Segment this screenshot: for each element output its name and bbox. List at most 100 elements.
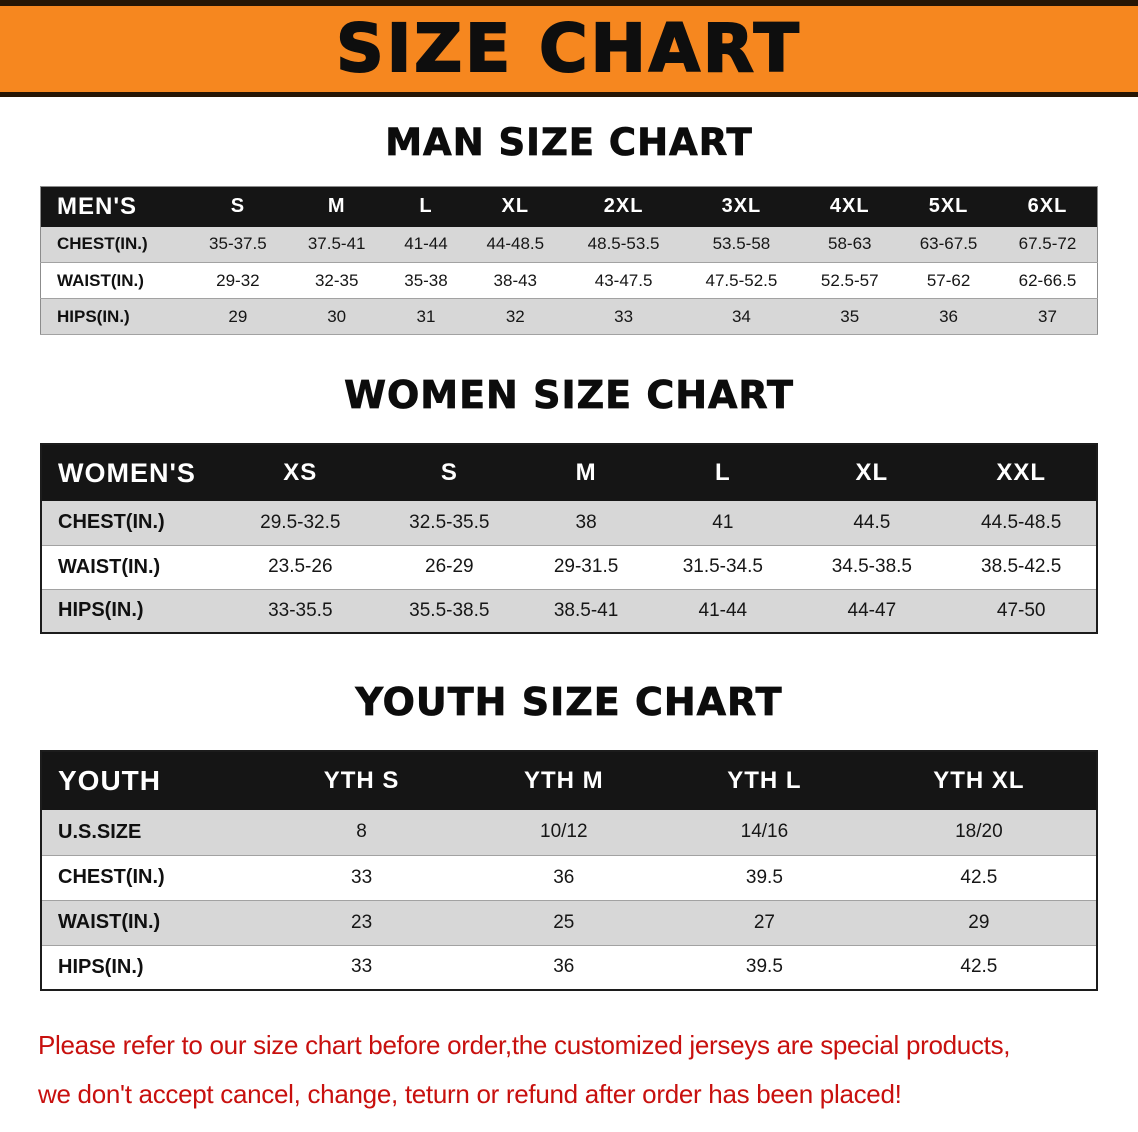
size-cell: 67.5-72 [1018,234,1077,254]
men-size-chart-section: MAN SIZE CHART MEN'S S M L XL 2XL 3XL 4XL 5XL 6XL… [0,121,1138,335]
page-title: SIZE CHART [335,10,802,87]
table-row: U.S.SIZE 8 10/12 14/16 18/20 [41,810,1097,855]
size-cell: 36 [553,866,575,888]
size-cell: 29 [968,911,990,933]
size-cell: 48.5-53.5 [587,234,660,254]
size-cell: 29-32 [216,270,260,290]
men-table-wrap: MEN'S S M L XL 2XL 3XL 4XL 5XL 6XL CHEST(IN.) 35-37… [0,186,1138,335]
size-cell: 58-63 [828,234,872,254]
size-cell: 53.5-58 [712,234,771,254]
size-cell: 30 [327,306,347,326]
size-column-header: YTH L [667,751,862,810]
size-cell: 44.5-48.5 [981,511,1062,533]
size-column-header: 5XL [899,186,998,227]
size-column-header: YTH M [460,751,668,810]
youth-size-chart-section: YOUTH SIZE CHART YOUTH YTH S YTH M YTH L YTH… [0,680,1138,991]
row-label: HIPS(IN.) [58,599,144,622]
size-cell: 62-66.5 [1018,270,1077,290]
size-cell: 10/12 [540,821,588,843]
women-size-chart-title: WOMEN SIZE CHART [344,373,794,418]
size-cell: 18/20 [955,821,1003,843]
size-cell: 44.5 [853,511,891,533]
row-label: U.S.SIZE [58,820,142,843]
table-row: CHEST(IN.) 35-37.5 37.5-41 41-44 44-48.5 48.5… [40,226,1098,263]
size-cell: 31 [416,306,436,326]
table-row: WAIST(IN.) 29-32 32-35 35-38 38-43 43-47.5 47.… [40,262,1098,299]
size-cell: 27 [753,911,775,933]
size-column-header: M [523,444,649,501]
disclaimer: Please refer to our size chart before or… [0,991,1138,1119]
table-corner-label: MEN'S [40,186,189,227]
table-header-row: MEN'S S M L XL 2XL 3XL 4XL 5XL 6XL [40,186,1098,227]
table-header-row: WOMEN'S XS S M L XL XXL [41,444,1097,501]
table-row: CHEST(IN.) 33 36 39.5 42.5 [41,855,1097,900]
size-column-header: 6XL [997,186,1098,227]
size-cell: 14/16 [740,821,789,843]
size-column-header: XL [797,444,947,501]
row-label: HIPS(IN.) [58,955,144,978]
size-cell: 42.5 [960,956,998,978]
size-column-header: XL [465,186,565,227]
size-cell: 57-62 [926,270,971,290]
women-size-table: WOMEN'S XS S M L XL XXL CHEST(IN.) 29.5-32.5 32.5… [40,443,1098,634]
size-cell: 29.5-32.5 [260,511,341,533]
size-cell: 35-38 [404,270,448,290]
size-cell: 52.5-57 [820,270,879,290]
men-size-table: MEN'S S M L XL 2XL 3XL 4XL 5XL 6XL CHEST(IN.) 35-37… [40,186,1098,335]
size-cell: 41-44 [404,234,448,254]
size-column-header: L [386,186,466,227]
table-corner-label: WOMEN'S [41,444,226,501]
size-cell: 34.5-38.5 [831,556,912,577]
size-cell: 29-31.5 [553,556,619,577]
size-column-header: S [188,186,288,227]
size-cell: 34 [731,306,751,326]
size-cell: 44-48.5 [486,234,545,254]
youth-size-table: YOUTH YTH S YTH M YTH L YTH XL U.S.SIZE 8 10/12… [40,750,1098,991]
size-cell: 26-29 [425,556,474,577]
size-cell: 47.5-52.5 [705,270,778,290]
size-cell: 44-47 [847,599,897,621]
youth-size-chart-title: YOUTH SIZE CHART [355,680,783,725]
disclaimer-line-1: Please refer to our size chart before or… [38,1030,1011,1060]
size-cell: 38-43 [493,270,538,290]
size-cell: 35-37.5 [209,234,267,254]
size-cell: 8 [356,821,367,843]
table-row: WAIST(IN.) 23 25 27 29 [41,900,1097,945]
size-cell: 38.5-42.5 [981,556,1062,577]
women-size-chart-section: WOMEN SIZE CHART WOMEN'S XS S M L XL XXL CHEST(… [0,373,1138,634]
banner: SIZE CHART [0,0,1138,97]
size-cell: 32-35 [314,270,359,290]
disclaimer-line-2: we don't accept cancel, change, teturn o… [38,1079,902,1109]
table-row: HIPS(IN.) 33 36 39.5 42.5 [41,945,1097,990]
size-cell: 38.5-41 [553,599,619,621]
size-cell: 23.5-26 [268,556,333,577]
size-column-header: 2XL [564,186,683,227]
size-column-header: YTH S [262,751,461,810]
row-label: HIPS(IN.) [57,306,130,326]
size-cell: 35.5-38.5 [409,599,490,621]
size-cell: 47-50 [996,599,1046,621]
size-column-header: L [648,444,798,501]
size-column-header: XS [225,444,375,501]
size-column-header: M [287,186,387,227]
row-label: CHEST(IN.) [58,511,165,534]
size-cell: 43-47.5 [594,270,653,290]
row-label: WAIST(IN.) [57,270,144,290]
size-cell: 38 [575,511,597,533]
size-cell: 32 [505,306,525,326]
size-column-header: 4XL [800,186,900,227]
table-row: WAIST(IN.) 23.5-26 26-29 29-31.5 31.5-34.5 34… [41,545,1097,589]
size-cell: 36 [553,956,575,978]
size-column-header: S [374,444,524,501]
table-header-row: YOUTH YTH S YTH M YTH L YTH XL [41,751,1097,810]
size-cell: 31.5-34.5 [682,556,763,577]
size-cell: 33-35.5 [268,599,333,621]
size-cell: 29 [228,306,248,326]
women-table-wrap: WOMEN'S XS S M L XL XXL CHEST(IN.) 29.5-32.5 32.5… [0,443,1138,634]
size-cell: 39.5 [745,866,783,888]
row-label: CHEST(IN.) [57,234,148,254]
size-cell: 36 [939,306,959,326]
size-cell: 37.5-41 [307,234,366,254]
table-row: HIPS(IN.) 33-35.5 35.5-38.5 38.5-41 41-44 44-… [41,589,1097,633]
